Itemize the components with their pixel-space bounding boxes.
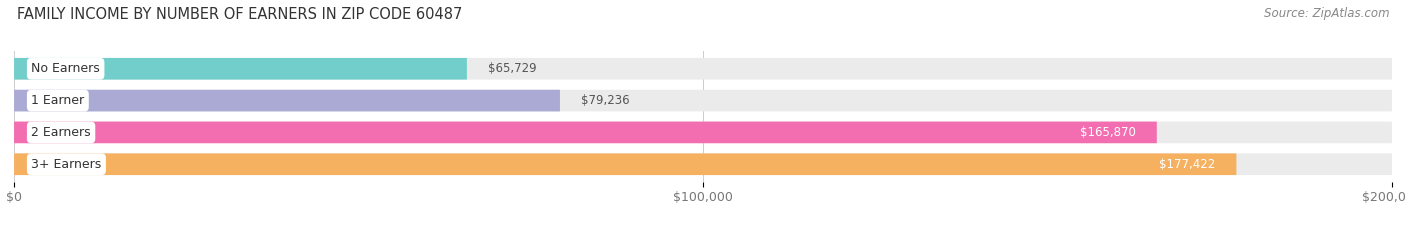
Text: FAMILY INCOME BY NUMBER OF EARNERS IN ZIP CODE 60487: FAMILY INCOME BY NUMBER OF EARNERS IN ZI… <box>17 7 463 22</box>
FancyBboxPatch shape <box>14 153 1392 175</box>
FancyBboxPatch shape <box>14 122 1157 143</box>
Text: $177,422: $177,422 <box>1160 158 1216 171</box>
FancyBboxPatch shape <box>14 58 1392 80</box>
FancyBboxPatch shape <box>14 122 1392 143</box>
Text: 1 Earner: 1 Earner <box>31 94 84 107</box>
FancyBboxPatch shape <box>14 90 560 111</box>
Text: Source: ZipAtlas.com: Source: ZipAtlas.com <box>1264 7 1389 20</box>
Text: No Earners: No Earners <box>31 62 100 75</box>
FancyBboxPatch shape <box>14 90 1392 111</box>
FancyBboxPatch shape <box>14 153 1236 175</box>
Text: 3+ Earners: 3+ Earners <box>31 158 101 171</box>
Text: $165,870: $165,870 <box>1080 126 1136 139</box>
Text: $65,729: $65,729 <box>488 62 536 75</box>
FancyBboxPatch shape <box>14 58 467 80</box>
Text: 2 Earners: 2 Earners <box>31 126 91 139</box>
Text: $79,236: $79,236 <box>581 94 630 107</box>
